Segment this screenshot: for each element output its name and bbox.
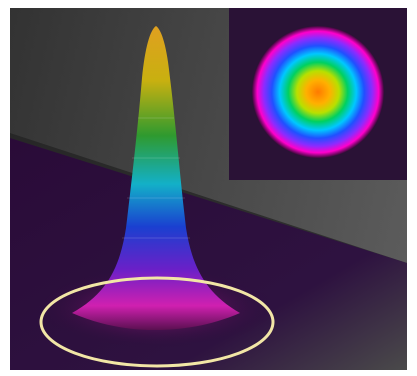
inset-panel (229, 8, 407, 180)
inset-beam-profile (252, 26, 384, 158)
peak-ridge-lines (122, 117, 190, 239)
intensity-peak (72, 26, 240, 330)
aperture-ring (39, 276, 275, 368)
beam-profile-figure (10, 8, 407, 370)
